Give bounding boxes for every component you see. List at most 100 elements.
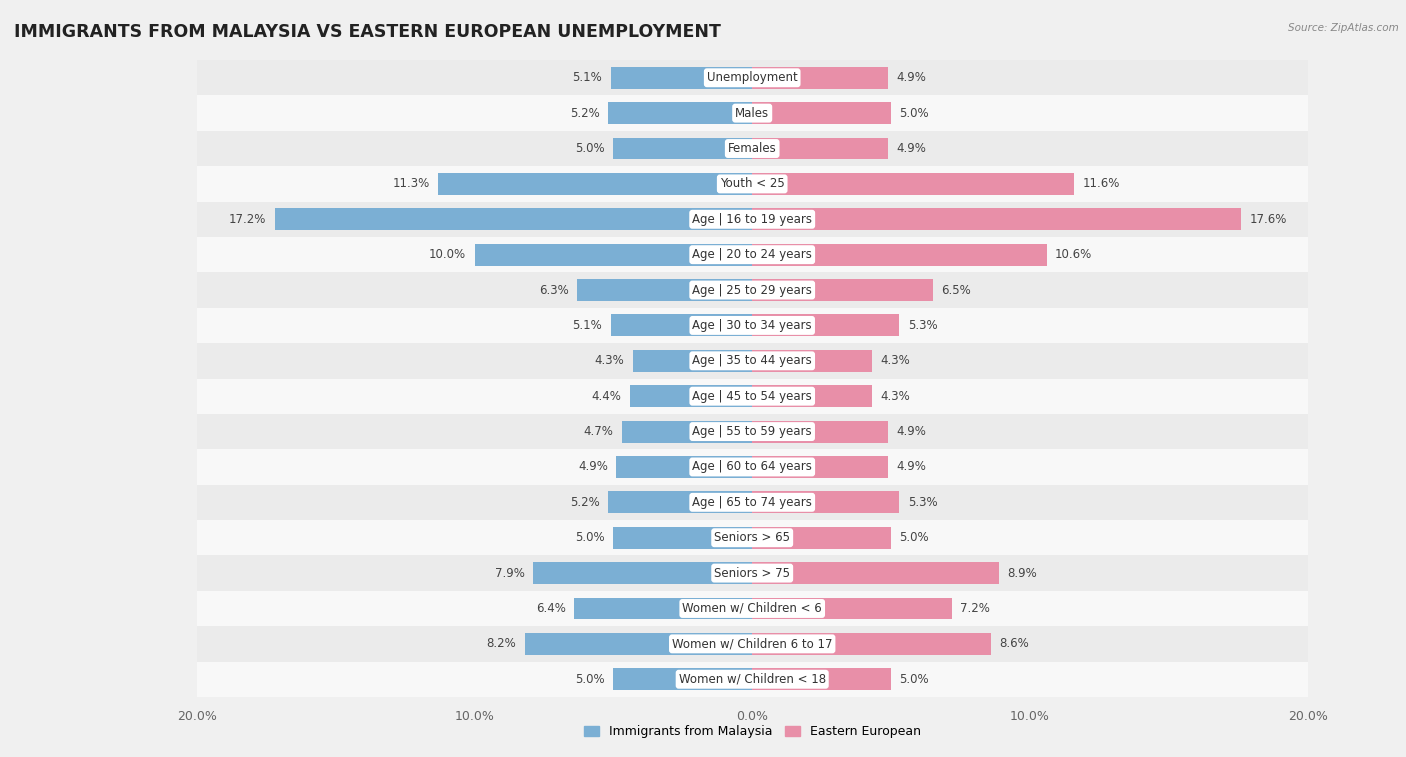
Bar — [197, 308, 1308, 343]
Bar — [578, 279, 752, 301]
Text: 5.2%: 5.2% — [569, 496, 599, 509]
Bar — [752, 314, 900, 336]
Bar — [274, 208, 752, 230]
Text: Youth < 25: Youth < 25 — [720, 177, 785, 191]
Text: Age | 65 to 74 years: Age | 65 to 74 years — [692, 496, 813, 509]
Bar — [752, 456, 889, 478]
Bar — [752, 67, 889, 89]
Bar — [752, 385, 872, 407]
Bar — [607, 102, 752, 124]
Text: Seniors > 65: Seniors > 65 — [714, 531, 790, 544]
Bar — [197, 520, 1308, 556]
Text: Males: Males — [735, 107, 769, 120]
Bar — [752, 138, 889, 160]
Text: 5.0%: 5.0% — [575, 142, 605, 155]
Text: 6.3%: 6.3% — [538, 284, 569, 297]
Text: 4.9%: 4.9% — [897, 71, 927, 84]
Bar — [610, 314, 752, 336]
Text: 4.9%: 4.9% — [897, 425, 927, 438]
Bar — [197, 273, 1308, 308]
Bar — [752, 668, 891, 690]
Text: 4.9%: 4.9% — [897, 142, 927, 155]
Bar — [197, 201, 1308, 237]
Text: Source: ZipAtlas.com: Source: ZipAtlas.com — [1288, 23, 1399, 33]
Text: 5.3%: 5.3% — [908, 319, 938, 332]
Text: 17.2%: 17.2% — [229, 213, 266, 226]
Text: Age | 55 to 59 years: Age | 55 to 59 years — [692, 425, 813, 438]
Text: Unemployment: Unemployment — [707, 71, 797, 84]
Text: Women w/ Children < 18: Women w/ Children < 18 — [679, 673, 825, 686]
Bar — [752, 562, 1000, 584]
Text: IMMIGRANTS FROM MALAYSIA VS EASTERN EUROPEAN UNEMPLOYMENT: IMMIGRANTS FROM MALAYSIA VS EASTERN EURO… — [14, 23, 721, 41]
Bar — [197, 343, 1308, 378]
Text: 6.5%: 6.5% — [941, 284, 970, 297]
Text: 5.0%: 5.0% — [575, 673, 605, 686]
Bar — [752, 102, 891, 124]
Text: Age | 30 to 34 years: Age | 30 to 34 years — [692, 319, 813, 332]
Text: 5.2%: 5.2% — [569, 107, 599, 120]
Bar — [752, 421, 889, 443]
Text: 5.1%: 5.1% — [572, 71, 602, 84]
Text: 7.9%: 7.9% — [495, 566, 524, 580]
Bar — [633, 350, 752, 372]
Bar — [197, 60, 1308, 95]
Text: 5.3%: 5.3% — [908, 496, 938, 509]
Bar — [752, 491, 900, 513]
Text: Women w/ Children 6 to 17: Women w/ Children 6 to 17 — [672, 637, 832, 650]
Bar — [197, 414, 1308, 449]
Bar — [197, 131, 1308, 167]
Bar — [613, 527, 752, 549]
Bar — [197, 95, 1308, 131]
Text: 6.4%: 6.4% — [536, 602, 567, 615]
Text: 10.6%: 10.6% — [1054, 248, 1092, 261]
Text: 4.9%: 4.9% — [578, 460, 607, 473]
Text: 5.0%: 5.0% — [900, 673, 929, 686]
Text: Age | 16 to 19 years: Age | 16 to 19 years — [692, 213, 813, 226]
Bar — [613, 138, 752, 160]
Bar — [610, 67, 752, 89]
Text: 5.0%: 5.0% — [575, 531, 605, 544]
Text: 4.3%: 4.3% — [880, 390, 910, 403]
Bar — [197, 237, 1308, 273]
Bar — [575, 597, 752, 619]
Bar — [752, 527, 891, 549]
Text: Age | 35 to 44 years: Age | 35 to 44 years — [692, 354, 813, 367]
Bar — [197, 484, 1308, 520]
Text: 8.2%: 8.2% — [486, 637, 516, 650]
Text: 5.1%: 5.1% — [572, 319, 602, 332]
Bar — [607, 491, 752, 513]
Bar — [197, 449, 1308, 484]
Text: 4.4%: 4.4% — [592, 390, 621, 403]
Bar — [752, 350, 872, 372]
Text: Age | 60 to 64 years: Age | 60 to 64 years — [692, 460, 813, 473]
Bar — [533, 562, 752, 584]
Text: Age | 45 to 54 years: Age | 45 to 54 years — [692, 390, 813, 403]
Bar — [616, 456, 752, 478]
Text: Age | 25 to 29 years: Age | 25 to 29 years — [692, 284, 813, 297]
Bar — [197, 556, 1308, 590]
Text: 8.9%: 8.9% — [1008, 566, 1038, 580]
Text: 11.6%: 11.6% — [1083, 177, 1121, 191]
Text: 17.6%: 17.6% — [1250, 213, 1286, 226]
Bar — [752, 633, 991, 655]
Text: 4.3%: 4.3% — [595, 354, 624, 367]
Bar — [475, 244, 752, 266]
Text: 7.2%: 7.2% — [960, 602, 990, 615]
Bar — [752, 279, 932, 301]
Bar — [197, 662, 1308, 697]
Bar — [524, 633, 752, 655]
Text: 8.6%: 8.6% — [1000, 637, 1029, 650]
Bar — [197, 626, 1308, 662]
Bar — [621, 421, 752, 443]
Legend: Immigrants from Malaysia, Eastern European: Immigrants from Malaysia, Eastern Europe… — [579, 721, 925, 743]
Bar — [197, 167, 1308, 201]
Bar — [752, 173, 1074, 195]
Bar — [197, 378, 1308, 414]
Text: Age | 20 to 24 years: Age | 20 to 24 years — [692, 248, 813, 261]
Text: 5.0%: 5.0% — [900, 107, 929, 120]
Text: Females: Females — [728, 142, 776, 155]
Text: 4.3%: 4.3% — [880, 354, 910, 367]
Text: 4.7%: 4.7% — [583, 425, 613, 438]
Text: Women w/ Children < 6: Women w/ Children < 6 — [682, 602, 823, 615]
Bar — [630, 385, 752, 407]
